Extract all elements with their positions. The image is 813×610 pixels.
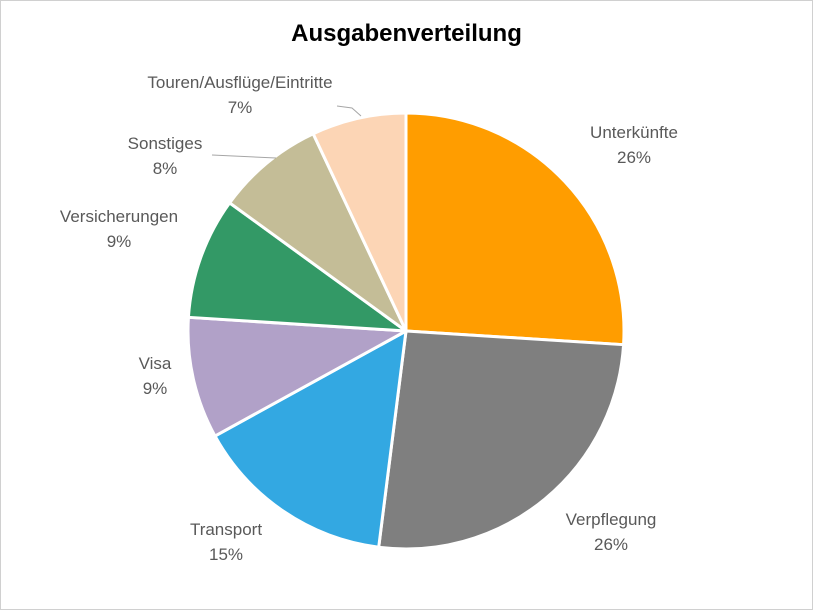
slice-value-versicherungen: 9%	[107, 232, 132, 251]
pie-slice-sonstiges	[228, 132, 408, 333]
slice-label-transport: Transport	[190, 520, 262, 539]
slice-label-visa: Visa	[139, 354, 172, 373]
pie-slice-versicherungen	[186, 201, 408, 333]
leader-line-touren-ausfl-ge-eintritte	[336, 105, 362, 117]
pie-slice-verpflegung	[377, 329, 626, 551]
slice-label-unterk-nfte: Unterkünfte	[590, 123, 678, 142]
slice-label-verpflegung: Verpflegung	[566, 510, 657, 529]
slice-value-unterk-nfte: 26%	[617, 148, 651, 167]
chart-title: Ausgabenverteilung	[291, 20, 522, 47]
slice-value-transport: 15%	[209, 545, 243, 564]
slice-label-sonstiges: Sonstiges	[128, 134, 203, 153]
pie-slice-transport	[213, 329, 408, 549]
slice-value-visa: 9%	[143, 379, 168, 398]
slice-value-sonstiges: 8%	[153, 159, 178, 178]
pie-slice-touren-ausfl-ge-eintritte	[311, 111, 408, 333]
leader-line-sonstiges	[211, 154, 277, 159]
slice-label-versicherungen: Versicherungen	[60, 207, 178, 226]
slice-label-touren-ausfl-ge-eintritte: Touren/Ausflüge/Eintritte	[147, 73, 332, 92]
slice-value-touren-ausfl-ge-eintritte: 7%	[228, 98, 253, 117]
slice-value-verpflegung: 26%	[594, 535, 628, 554]
pie-slice-unterk-nfte	[404, 111, 626, 347]
pie-slice-visa	[186, 315, 408, 438]
